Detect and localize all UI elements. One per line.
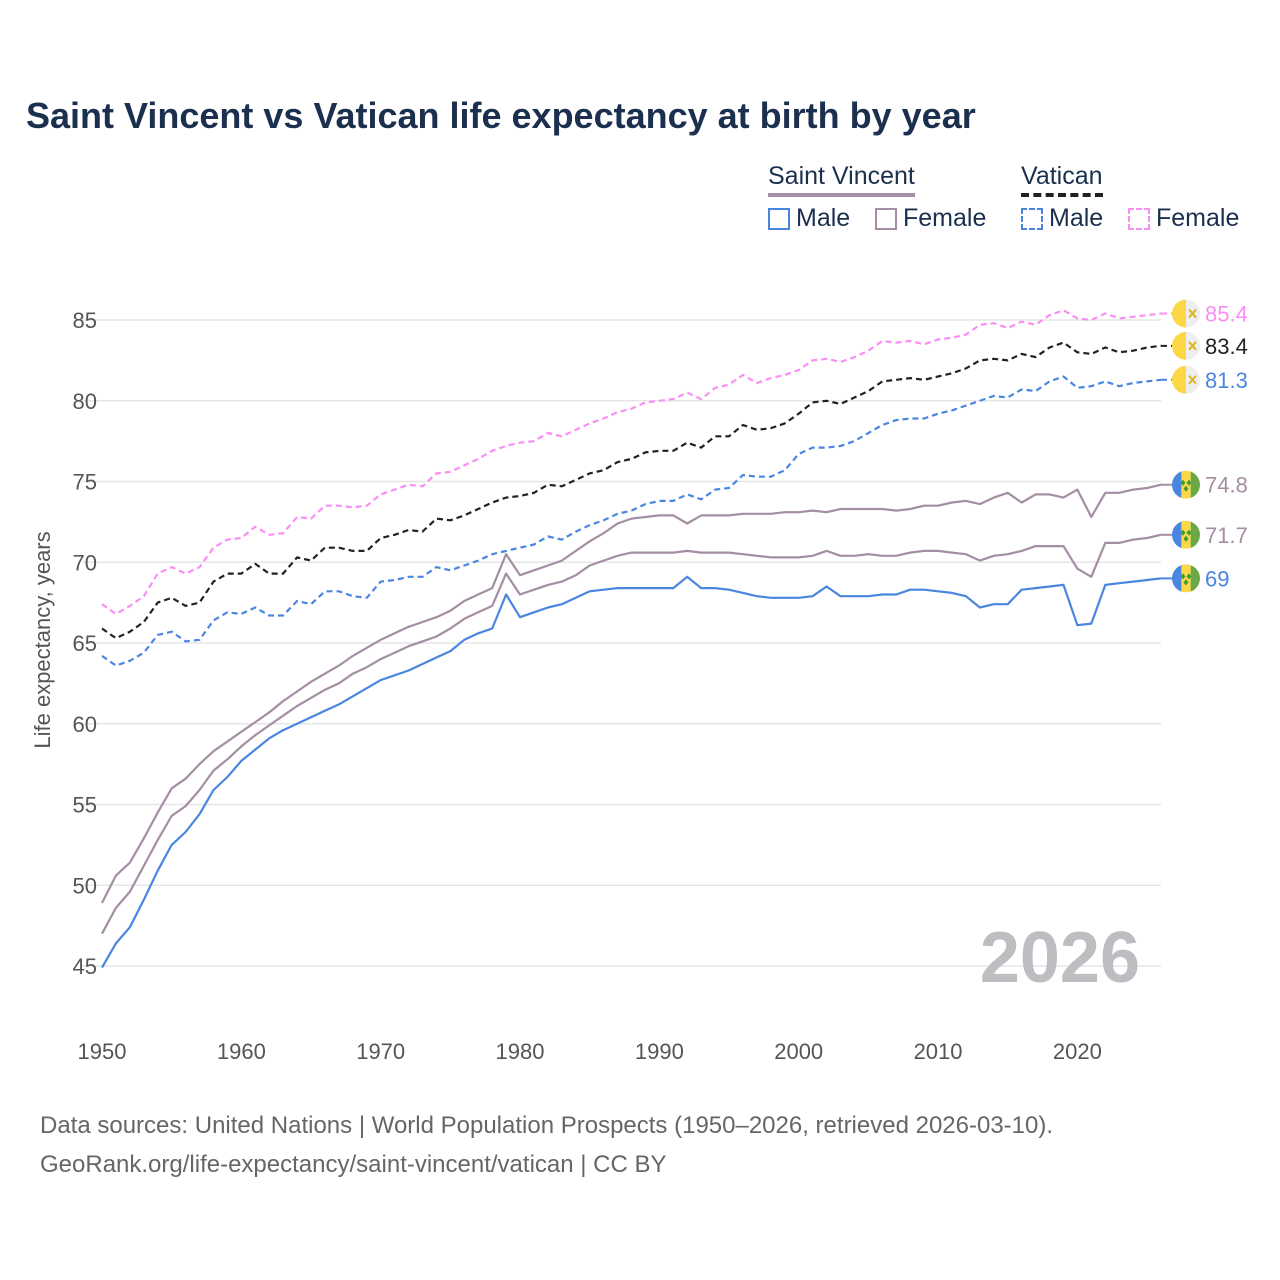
diamond-icon	[1186, 479, 1192, 486]
legend-swatch-dashed-blue	[1021, 207, 1043, 230]
keys-icon	[1188, 341, 1197, 351]
flag-green	[1190, 520, 1200, 549]
flag-body	[1172, 470, 1200, 499]
flag-yellow	[1172, 331, 1186, 360]
flag-body	[1172, 299, 1200, 328]
x-tick-label: 1970	[356, 1039, 405, 1064]
y-tick-label: 65	[73, 631, 97, 656]
x-tick-label: 2020	[1053, 1039, 1102, 1064]
y-tick-label: 75	[73, 470, 97, 495]
y-tick-label: 70	[73, 550, 97, 575]
flag-body	[1172, 520, 1200, 549]
diamond-icon	[1183, 579, 1189, 586]
flag-blue	[1172, 520, 1183, 549]
legend-label: Female	[1156, 204, 1240, 232]
y-tick-label: 60	[73, 712, 97, 737]
saint-vincent-flag-icon	[1172, 520, 1200, 549]
series-line-sv_male	[101, 575, 1162, 969]
series-line-sv_female	[101, 483, 1162, 904]
keys-icon	[1188, 308, 1197, 319]
saint-vincent-flag-icon	[1172, 564, 1200, 593]
x-tick-label: 2010	[914, 1039, 963, 1064]
flag-yellow	[1181, 520, 1191, 549]
legend-label: Male	[1049, 204, 1104, 232]
diamond-icon	[1180, 479, 1186, 486]
flag-blue	[1172, 564, 1183, 593]
y-axis-label: Life expectancy, years	[30, 531, 55, 748]
legend-label: Male	[796, 204, 851, 232]
flag-yellow	[1172, 299, 1186, 328]
saint-vincent-flag-icon	[1172, 470, 1200, 499]
legend-item-vat-male[interactable]: Male	[1021, 204, 1103, 233]
legend-group-saint-vincent: Saint Vincent	[768, 162, 915, 197]
keys-icon	[1188, 375, 1197, 385]
y-tick-label: 80	[73, 389, 97, 414]
legend-item-vat-female[interactable]: Female	[1128, 204, 1239, 233]
flag-yellow	[1181, 470, 1191, 499]
diamond-icon	[1186, 573, 1192, 580]
end-value-label: 74.8	[1205, 473, 1248, 498]
end-value-label: 85.4	[1205, 302, 1248, 327]
series-line-vat_total	[101, 341, 1162, 640]
vatican-flag-icon	[1172, 299, 1200, 328]
flag-green	[1190, 564, 1200, 593]
x-tick-label: 2000	[774, 1039, 823, 1064]
legend-swatch-solid-mauve	[875, 207, 897, 230]
legend-item-sv-male[interactable]: Male	[768, 204, 850, 233]
end-value-label: 83.4	[1205, 334, 1248, 359]
source-link[interactable]: GeoRank.org/life-expectancy/saint-vincen…	[40, 1151, 667, 1178]
flag-green	[1190, 470, 1200, 499]
x-tick-label: 1950	[78, 1039, 127, 1064]
y-tick-label: 50	[73, 873, 97, 898]
year-watermark: 2026	[980, 918, 1140, 998]
end-value-label: 81.3	[1205, 368, 1248, 393]
flag-body	[1172, 365, 1200, 394]
legend-group-vatican: Vatican	[1021, 162, 1103, 197]
chart-title: Saint Vincent vs Vatican life expectancy…	[26, 95, 976, 136]
end-value-label: 71.7	[1205, 523, 1248, 548]
vatican-flag-icon	[1172, 365, 1200, 394]
diamond-icon	[1180, 573, 1186, 580]
x-tick-label: 1980	[496, 1039, 545, 1064]
footer: Data sources: United Nations | World Pop…	[40, 1106, 1053, 1184]
series-line-vat_female	[101, 309, 1162, 616]
y-tick-label: 45	[73, 954, 97, 979]
series-line-sv_total	[101, 533, 1162, 935]
legend-item-sv-female[interactable]: Female	[875, 204, 986, 233]
legend-swatch-dashed-pink	[1128, 207, 1150, 230]
series-line-vat_male	[101, 375, 1162, 667]
data-source-note: Data sources: United Nations | World Pop…	[40, 1112, 1054, 1139]
diamond-icon	[1183, 485, 1189, 492]
flag-body	[1172, 564, 1200, 593]
flag-blue	[1172, 470, 1183, 499]
y-tick-label: 85	[73, 308, 97, 333]
diamond-icon	[1180, 529, 1186, 536]
x-tick-label: 1960	[217, 1039, 266, 1064]
flag-yellow	[1181, 564, 1191, 593]
y-tick-label: 55	[73, 793, 97, 818]
flag-yellow	[1172, 365, 1186, 394]
diamond-icon	[1183, 535, 1189, 542]
legend-label: Female	[903, 204, 987, 232]
legend-swatch-solid-blue	[768, 207, 790, 230]
end-value-label: 69	[1205, 566, 1229, 591]
vatican-flag-icon	[1172, 331, 1200, 360]
x-tick-label: 1990	[635, 1039, 684, 1064]
diamond-icon	[1186, 529, 1192, 536]
flag-body	[1172, 331, 1200, 360]
